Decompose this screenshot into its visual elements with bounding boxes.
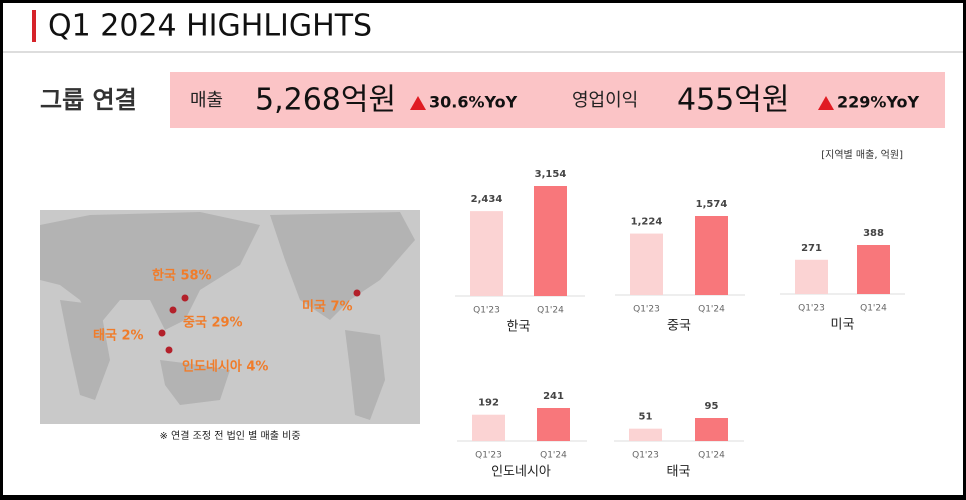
bar	[629, 428, 662, 441]
land	[40, 212, 260, 330]
value-label: 1,224	[631, 217, 663, 228]
map-dot	[181, 294, 189, 302]
value-label: 2,434	[471, 194, 503, 205]
bar	[537, 408, 570, 441]
title-accent	[32, 10, 36, 42]
bar	[472, 414, 505, 441]
value-label: 51	[639, 412, 653, 423]
x-tick-label: Q1'23	[473, 306, 500, 316]
x-tick-label: Q1'23	[798, 304, 825, 314]
x-tick-label: Q1'24	[698, 451, 725, 461]
value-label: 1,574	[696, 199, 728, 210]
bar	[630, 233, 663, 295]
value-label: 192	[478, 398, 499, 409]
x-tick-label: Q1'24	[860, 304, 887, 314]
op-label: 영업이익	[572, 90, 638, 111]
value-label: 241	[543, 391, 564, 402]
land	[270, 212, 415, 320]
x-tick-label: Q1'23	[633, 305, 660, 315]
land	[160, 360, 230, 405]
slide-title: Q1 2024 HIGHLIGHTS	[48, 9, 372, 44]
bar	[534, 186, 567, 296]
sales-growth: 30.6%YoY	[429, 93, 518, 112]
chart-title: 중국	[667, 319, 691, 334]
chart-title: 미국	[831, 318, 855, 333]
op-value: 455억원	[677, 83, 789, 118]
map-label: 중국 29%	[183, 316, 243, 331]
land	[345, 330, 385, 420]
x-tick-label: Q1'23	[475, 451, 502, 461]
up-arrow	[410, 96, 426, 110]
chart-title: 인도네시아	[491, 465, 551, 480]
map-dot	[158, 329, 166, 337]
map-dot	[353, 289, 361, 297]
bar	[795, 259, 828, 294]
sales-label: 매출	[190, 90, 223, 111]
bar	[695, 216, 728, 295]
x-tick-label: Q1'24	[540, 451, 567, 461]
bar	[857, 245, 890, 294]
value-label: 271	[801, 243, 822, 254]
sales-value: 5,268억원	[255, 83, 396, 118]
world-map	[40, 210, 420, 424]
value-label: 388	[863, 228, 884, 239]
map-dot	[165, 346, 173, 354]
land	[60, 300, 110, 400]
bar	[470, 211, 503, 296]
bar	[695, 418, 728, 441]
value-label: 95	[705, 401, 719, 412]
x-tick-label: Q1'24	[537, 306, 564, 316]
map-dot	[169, 306, 177, 314]
x-tick-label: Q1'24	[698, 305, 725, 315]
chart-title: 한국	[507, 320, 531, 335]
chart-title: 태국	[667, 465, 691, 480]
map-label: 인도네시아 4%	[182, 359, 268, 375]
summary-box	[170, 72, 945, 128]
group-label: 그룹 연결	[40, 86, 137, 114]
map-caption: ※ 연결 조정 전 법인 별 매출 비중	[159, 430, 300, 442]
x-tick-label: Q1'23	[632, 451, 659, 461]
value-label: 3,154	[535, 169, 567, 180]
map-label: 태국 2%	[93, 329, 144, 344]
map-label: 미국 7%	[302, 299, 353, 315]
up-arrow	[818, 96, 834, 110]
map-label: 한국 58%	[152, 268, 212, 284]
unit-note: [지역별 매출, 억원]	[821, 149, 903, 161]
op-growth: 229%YoY	[837, 93, 920, 112]
